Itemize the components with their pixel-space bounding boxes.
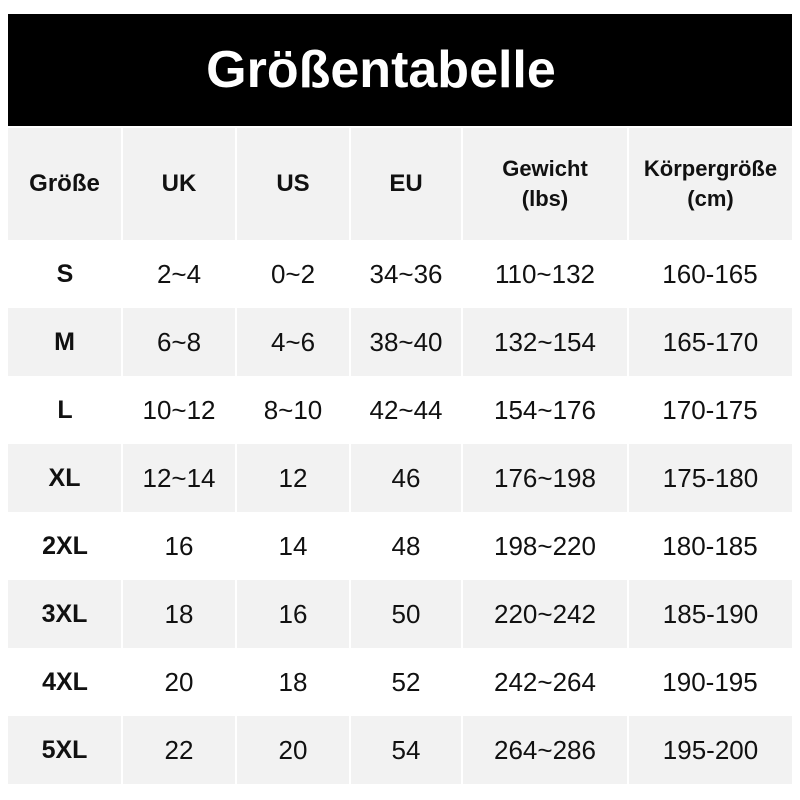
table-row: 5XL 22 20 54 264~286 195-200 <box>8 716 792 784</box>
header-us: US <box>235 128 350 240</box>
cell-height: 160-165 <box>662 258 758 289</box>
cell-uk: 20 <box>164 666 194 697</box>
cell-height: 170-175 <box>662 394 758 425</box>
cell-us: 16 <box>235 580 350 648</box>
cell-height: 180-185 <box>662 530 758 561</box>
cell-height: 175-180 <box>627 444 792 512</box>
cell-height: 195-200 <box>627 716 792 784</box>
header-uk: UK <box>121 128 236 240</box>
cell-height: 165-170 <box>627 308 792 376</box>
cell-weight: 220~242 <box>461 580 628 648</box>
cell-eu: 54 <box>349 716 462 784</box>
table-row: S 2~4 0~2 34~36 110~132 160-165 <box>8 240 792 308</box>
cell-weight: 198~220 <box>494 530 596 561</box>
cell-height: 185-190 <box>627 580 792 648</box>
header-eu: EU <box>349 128 462 240</box>
header-weight-unit: (lbs) <box>521 186 569 211</box>
header-size: Größe <box>8 128 122 240</box>
cell-height: 190-195 <box>662 666 758 697</box>
cell-weight: 110~132 <box>494 258 595 289</box>
cell-eu: 38~40 <box>349 308 462 376</box>
size-chart-table: Größe UK US EU Gewicht (lbs) Körpergröße… <box>8 128 792 784</box>
title-banner: Größentabelle <box>8 14 792 126</box>
cell-uk: 6~8 <box>121 308 236 376</box>
cell-size: XL <box>8 444 122 512</box>
cell-weight: 132~154 <box>461 308 628 376</box>
cell-size: 5XL <box>8 716 122 784</box>
cell-eu: 46 <box>349 444 462 512</box>
page-title: Größentabelle <box>206 41 556 99</box>
cell-us: 4~6 <box>235 308 350 376</box>
header-weight: Gewicht (lbs) <box>461 128 628 240</box>
cell-us: 8~10 <box>263 394 323 425</box>
cell-eu: 48 <box>391 530 421 561</box>
cell-weight: 242~264 <box>494 666 596 697</box>
cell-us: 12 <box>235 444 350 512</box>
cell-size: 3XL <box>8 580 122 648</box>
cell-eu: 50 <box>349 580 462 648</box>
cell-eu: 42~44 <box>369 394 443 425</box>
cell-us: 0~2 <box>270 258 316 289</box>
cell-eu: 34~36 <box>369 258 443 289</box>
cell-size: 2XL <box>42 531 88 560</box>
cell-size: S <box>56 259 74 288</box>
cell-size: 4XL <box>42 667 88 696</box>
cell-us: 20 <box>235 716 350 784</box>
header-height-label: Körpergröße <box>643 156 778 182</box>
cell-uk: 22 <box>121 716 236 784</box>
cell-size: M <box>8 308 122 376</box>
header-height: Körpergröße (cm) <box>627 128 792 240</box>
cell-eu: 52 <box>391 666 421 697</box>
header-weight-label: Gewicht <box>502 156 588 182</box>
cell-uk: 2~4 <box>156 258 202 289</box>
cell-uk: 16 <box>164 530 194 561</box>
header-row: Größe UK US EU Gewicht (lbs) Körpergröße… <box>8 128 792 240</box>
table-row: 2XL 16 14 48 198~220 180-185 <box>8 512 792 580</box>
cell-weight: 176~198 <box>461 444 628 512</box>
table-row: M 6~8 4~6 38~40 132~154 165-170 <box>8 308 792 376</box>
cell-us: 14 <box>278 530 308 561</box>
table-row: XL 12~14 12 46 176~198 175-180 <box>8 444 792 512</box>
table-row: L 10~12 8~10 42~44 154~176 170-175 <box>8 376 792 444</box>
cell-uk: 18 <box>121 580 236 648</box>
header-height-unit: (cm) <box>687 186 734 211</box>
table-row: 4XL 20 18 52 242~264 190-195 <box>8 648 792 716</box>
table-row: 3XL 18 16 50 220~242 185-190 <box>8 580 792 648</box>
cell-uk: 10~12 <box>142 394 216 425</box>
cell-us: 18 <box>278 666 308 697</box>
cell-weight: 264~286 <box>461 716 628 784</box>
cell-uk: 12~14 <box>121 444 236 512</box>
cell-size: L <box>57 395 73 424</box>
cell-weight: 154~176 <box>494 394 596 425</box>
